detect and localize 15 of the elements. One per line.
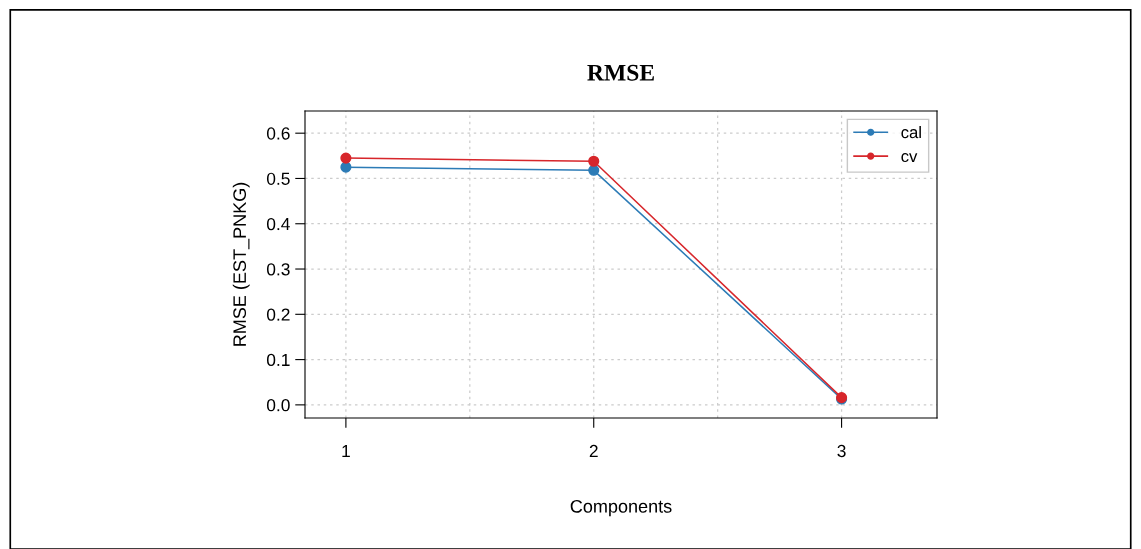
chart-title: RMSE [587, 64, 654, 81]
x-axis-title: Components [570, 499, 672, 517]
y-tick-label: 0.3 [266, 263, 290, 276]
legend-label: cal [901, 126, 921, 139]
x-tick-label: 3 [837, 444, 846, 458]
y-tick-label: 0.1 [266, 353, 290, 367]
y-tick-label: 0.6 [266, 127, 290, 140]
y-axis-title: RMSE (EST_PNKG) [232, 182, 250, 346]
x-tick-label: 2 [589, 444, 598, 457]
legend-label: cv [901, 152, 918, 163]
y-tick-label: 0.2 [266, 308, 290, 321]
x-tick-label: 1 [342, 445, 350, 457]
y-tick-label: 0.4 [266, 217, 290, 231]
y-tick-label: 0.5 [266, 172, 290, 185]
y-tick-label: 0.0 [266, 399, 290, 412]
